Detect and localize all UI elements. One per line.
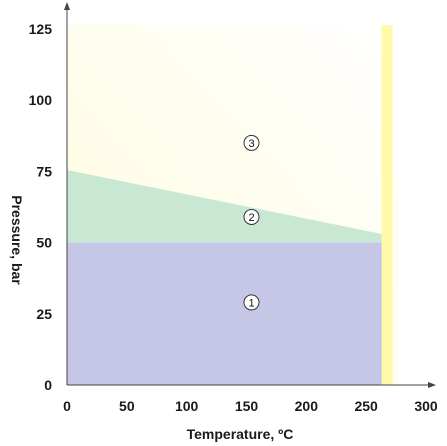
axes (64, 2, 436, 388)
x-tick-label: 300 (414, 398, 438, 414)
region-1 (67, 242, 382, 385)
marker-circle (243, 208, 260, 225)
region-layer (67, 25, 398, 385)
region-2 (67, 169, 382, 243)
y-tick-label: 50 (36, 235, 52, 251)
y-tick-label: 125 (29, 21, 53, 37)
region-markers: 1 2 3 (243, 134, 260, 311)
marker-label: 2 (248, 212, 254, 224)
marker-circle (243, 294, 260, 311)
x-tick-label: 250 (354, 398, 378, 414)
accent-band (381, 25, 393, 385)
y-axis-label: Pressure, bar (9, 195, 25, 285)
x-tick-label: 0 (63, 398, 71, 414)
marker-label: 3 (248, 138, 254, 150)
x-tick-label: 50 (119, 398, 135, 414)
x-tick-label: 200 (295, 398, 319, 414)
region-marker-2: 2 (243, 208, 260, 225)
y-axis-arrow (64, 2, 70, 10)
marker-label: 1 (248, 297, 254, 309)
region-marker-1: 1 (243, 294, 260, 311)
marker-circle (243, 134, 260, 151)
x-tick-label: 100 (175, 398, 199, 414)
y-tick-label: 0 (44, 377, 52, 393)
y-tick-label: 25 (36, 306, 52, 322)
tick-labels: 0 50 100 150 200 250 300 0 25 50 75 100 125 (29, 21, 438, 414)
x-axis-label: Temperature, ºC (187, 426, 294, 442)
y-tick-label: 100 (29, 92, 53, 108)
x-axis-arrow (428, 382, 436, 388)
x-tick-label: 150 (235, 398, 259, 414)
y-tick-label: 75 (36, 163, 52, 179)
region-marker-3: 3 (243, 134, 260, 151)
